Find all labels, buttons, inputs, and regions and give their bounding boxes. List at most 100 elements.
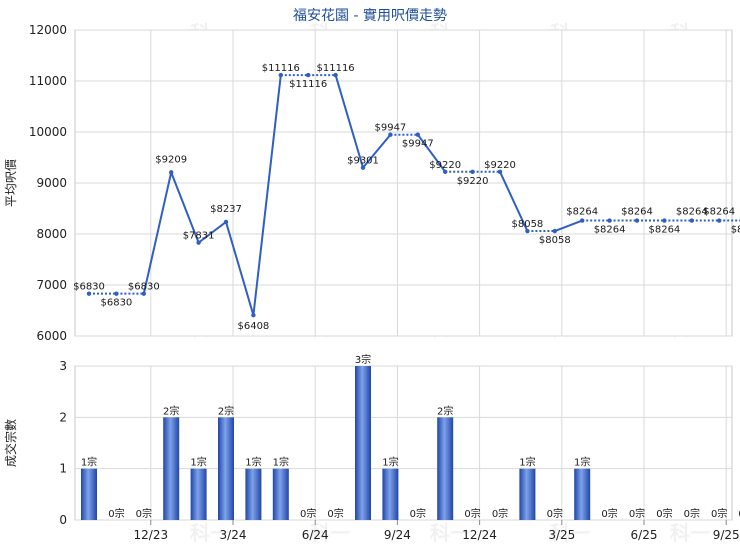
volume-data-label: 1宗 <box>273 456 289 469</box>
price-point <box>717 218 722 223</box>
price-data-label: $8264 <box>648 225 680 236</box>
price-point <box>360 165 366 170</box>
price-point <box>306 72 311 78</box>
volume-data-label: 0宗 <box>410 507 426 520</box>
volume-data-label: 2宗 <box>163 404 179 417</box>
price-y-tick: 9000 <box>36 176 67 190</box>
price-point <box>689 218 694 223</box>
price-data-label: $9220 <box>484 160 516 171</box>
price-point <box>114 291 119 296</box>
price-y-tick: 8000 <box>36 227 67 241</box>
volume-bar <box>382 468 399 520</box>
price-data-label: $11116 <box>317 63 355 74</box>
price-point <box>141 291 146 296</box>
price-point <box>552 228 557 234</box>
price-data-label: $11116 <box>289 79 327 90</box>
price-data-label: $8264 <box>594 225 626 236</box>
chart-title: 福安花園 - 實用呎價走勢 <box>293 7 447 24</box>
volume-data-label: 0宗 <box>711 507 727 520</box>
price-line-segment <box>416 134 447 173</box>
volume-data-label: 1宗 <box>519 456 535 469</box>
price-point <box>223 219 229 225</box>
volume-bar <box>519 468 536 520</box>
price-point <box>662 218 667 223</box>
price-point <box>169 170 174 175</box>
watermark-text: 科一 <box>190 521 230 545</box>
volume-bar <box>163 417 180 520</box>
price-data-label: $9947 <box>402 139 434 150</box>
volume-data-label: 0宗 <box>601 507 617 520</box>
volume-data-label: 0宗 <box>656 507 672 520</box>
price-data-label: $8058 <box>511 219 543 230</box>
price-y-tick: 12000 <box>29 23 67 37</box>
price-panel: 6000 7000 8000 9000 10000 11000 12000 平均呎價 $6830… <box>4 23 740 343</box>
price-y-tick: 10000 <box>29 125 67 139</box>
price-data-label: $9209 <box>155 154 187 165</box>
price-line-segment <box>170 171 200 243</box>
volume-data-label: 0宗 <box>327 507 343 520</box>
price-data-label: $8264 <box>621 207 653 218</box>
volume-bar <box>218 417 234 520</box>
x-tick-label: 12/23 <box>134 528 169 542</box>
volume-data-label: 2宗 <box>437 404 453 417</box>
price-data-label: $9220 <box>429 160 461 171</box>
volume-panel: 0 1 2 3 12/23 3/24 6/24 9/24 12/24 3/25 6/25 9/25 成交… <box>3 353 740 542</box>
price-line-segment <box>252 74 282 316</box>
volume-y-tick: 3 <box>59 359 67 373</box>
price-data-label: $9947 <box>374 123 406 134</box>
price-data-label: $11116 <box>262 63 300 74</box>
price-line-segment <box>225 221 255 316</box>
volume-data-label: 0宗 <box>684 507 700 520</box>
price-data-label: $8264 <box>731 225 740 236</box>
volume-plot-area <box>74 365 733 521</box>
price-data-label: $9220 <box>457 176 489 187</box>
price-point <box>497 169 503 174</box>
volume-data-label: 1宗 <box>81 456 97 469</box>
volume-y-tick: 1 <box>59 462 67 476</box>
price-point <box>251 312 256 318</box>
price-point <box>580 218 585 223</box>
volume-bar <box>574 468 591 520</box>
price-y-axis-label: 平均呎價 <box>4 159 18 207</box>
price-point <box>634 218 640 223</box>
x-tick-label: 3/25 <box>548 528 575 542</box>
price-data-label: $8237 <box>210 204 242 215</box>
watermark-text: 科一 <box>550 521 590 545</box>
price-y-tick: 11000 <box>29 74 67 88</box>
price-point <box>278 72 283 78</box>
price-point <box>607 218 612 223</box>
x-tick-label: 12/24 <box>462 528 497 542</box>
price-point <box>388 132 393 137</box>
volume-y-tick: 0 <box>59 513 67 527</box>
volume-y-axis-label: 成交宗數 <box>3 419 18 467</box>
price-line-segment <box>554 219 583 232</box>
price-point <box>443 169 448 174</box>
price-data-label: $8058 <box>539 235 571 246</box>
x-tick-label: 6/25 <box>631 528 658 542</box>
volume-bar <box>81 468 97 520</box>
volume-data-label: 1宗 <box>382 456 398 469</box>
volume-bar <box>437 417 454 520</box>
volume-bar <box>272 468 289 520</box>
watermark-text: 科一 <box>310 521 350 545</box>
price-point <box>525 228 530 234</box>
price-line-segment <box>499 171 529 232</box>
x-tick-label: 9/24 <box>384 528 411 542</box>
volume-data-label: 1宗 <box>245 456 261 469</box>
price-point <box>333 72 338 78</box>
volume-data-label: 0宗 <box>738 507 740 520</box>
price-data-label: $9301 <box>347 156 379 167</box>
price-data-label: $8264 <box>703 207 735 218</box>
volume-data-label: 1宗 <box>190 456 206 469</box>
x-tick-label: 3/24 <box>220 528 247 542</box>
price-point <box>196 240 201 245</box>
price-data-label: $6408 <box>237 321 269 332</box>
price-data-label: $6830 <box>128 282 160 293</box>
price-data-label: $8264 <box>676 207 708 218</box>
price-point <box>470 169 475 174</box>
price-y-tick: 7000 <box>36 278 67 292</box>
volume-data-label: 0宗 <box>108 507 124 520</box>
volume-y-tick: 2 <box>59 410 67 424</box>
volume-bar <box>190 468 207 520</box>
